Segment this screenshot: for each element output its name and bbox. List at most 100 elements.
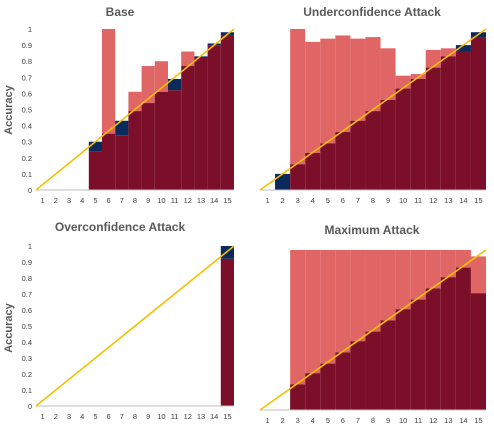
- accuracy-bar-8: [365, 111, 381, 190]
- x-tick-label: 12: [184, 196, 192, 205]
- accuracy-bar-9: [380, 99, 396, 190]
- x-tick-label: 9: [386, 416, 390, 425]
- x-tick-label: 15: [223, 196, 231, 205]
- gap-bar-6: [335, 35, 351, 133]
- x-tick-label: 8: [371, 416, 375, 425]
- accuracy-bar-9: [380, 320, 396, 410]
- y-tick-label: 0.9: [22, 41, 32, 50]
- accuracy-bar-7: [115, 135, 129, 190]
- y-tick-label: 0: [28, 402, 32, 411]
- x-tick-label: 2: [281, 196, 285, 205]
- accuracy-bar-12: [425, 288, 441, 410]
- x-tick-label: 1: [265, 196, 269, 205]
- gap-bar-3: [290, 29, 306, 165]
- accuracy-bar-13: [440, 56, 456, 191]
- gap-bar-12: [425, 250, 441, 289]
- x-tick-label: 5: [93, 196, 97, 205]
- accuracy-bar-8: [128, 111, 142, 190]
- x-tick-label: 5: [326, 416, 330, 425]
- x-tick-label: 5: [326, 196, 330, 205]
- y-tick-label: 0.5: [22, 106, 32, 115]
- gap-bar-7: [350, 38, 366, 121]
- overshoot-bar-14: [455, 45, 471, 52]
- x-tick-label: 14: [210, 196, 218, 205]
- x-tick-label: 15: [474, 196, 482, 205]
- accuracy-bar-4: [305, 373, 321, 410]
- diagonal-line: [35, 245, 235, 407]
- y-tick-label: 0.7: [22, 290, 32, 299]
- gap-bar-4: [305, 41, 321, 153]
- overshoot-bar-11: [168, 78, 182, 91]
- accuracy-bar-14: [207, 45, 221, 190]
- x-tick-label: 2: [281, 416, 285, 425]
- gap-bar-9: [141, 66, 155, 104]
- y-tick-label: 0: [28, 186, 32, 195]
- accuracy-bar-6: [335, 132, 351, 190]
- gap-bar-9: [380, 48, 396, 100]
- overshoot-bar-7: [115, 120, 129, 136]
- y-tick-label: 0.4: [22, 338, 32, 347]
- accuracy-bar-15: [470, 37, 486, 190]
- x-tick-label: 15: [474, 416, 482, 425]
- x-tick-label: 6: [107, 412, 111, 421]
- panel-title: Maximum Attack: [325, 223, 420, 237]
- panel-title: Overconfidence Attack: [55, 220, 186, 234]
- gap-bar-4: [305, 250, 321, 374]
- gap-bar-13: [440, 250, 456, 278]
- accuracy-bar-11: [168, 90, 182, 190]
- overshoot-bar-13: [194, 56, 208, 58]
- x-tick-label: 13: [444, 196, 452, 205]
- y-tick-label: 1: [28, 25, 32, 34]
- accuracy-bar-13: [440, 277, 456, 410]
- x-tick-label: 3: [296, 416, 300, 425]
- panel-title: Base: [106, 5, 135, 19]
- accuracy-bar-11: [410, 78, 426, 190]
- accuracy-bar-12: [425, 67, 441, 190]
- diagonal-line: [35, 28, 235, 191]
- gap-bar-5: [320, 250, 336, 364]
- x-tick-label: 10: [157, 412, 165, 421]
- y-tick-label: 0.8: [22, 274, 32, 283]
- y-tick-label: 0.8: [22, 57, 32, 66]
- y-axis-label: Accuracy: [3, 302, 15, 352]
- diagonal-line: [259, 28, 487, 191]
- panel-base: Base Accuracy 1 2 3 4 5 6 7 8 9 10 11 12 13 14 1500.10…: [3, 5, 235, 205]
- x-tick-label: 10: [399, 416, 407, 425]
- x-tick-label: 8: [133, 196, 137, 205]
- x-tick-label: 7: [120, 412, 124, 421]
- x-tick-label: 13: [197, 196, 205, 205]
- x-tick-label: 13: [444, 416, 452, 425]
- accuracy-bar-6: [102, 133, 116, 190]
- gap-bar-11: [410, 250, 426, 300]
- accuracy-bar-13: [194, 57, 208, 191]
- gap-bar-10: [395, 250, 411, 310]
- x-tick-label: 13: [197, 412, 205, 421]
- x-tick-label: 12: [429, 416, 437, 425]
- x-tick-label: 3: [67, 196, 71, 205]
- x-tick-label: 2: [54, 196, 58, 205]
- x-tick-label: 7: [120, 196, 124, 205]
- y-tick-label: 0.6: [22, 306, 32, 315]
- gap-bar-7: [350, 250, 366, 342]
- panel-underconfidence-attack: Underconfidence Attack 1 2 3 4 5 6 7 8 9 10 11 12 13…: [259, 5, 487, 205]
- accuracy-bar-4: [305, 152, 321, 190]
- x-tick-label: 9: [386, 196, 390, 205]
- accuracy-bar-10: [154, 91, 168, 190]
- y-axis-label: Accuracy: [3, 84, 15, 134]
- gap-bar-12: [181, 51, 195, 67]
- accuracy-bar-14: [455, 51, 471, 190]
- accuracy-bar-11: [410, 299, 426, 410]
- accuracy-bar-15: [470, 293, 486, 410]
- x-tick-label: 6: [341, 416, 345, 425]
- y-tick-label: 0.1: [22, 386, 32, 395]
- x-tick-label: 12: [184, 412, 192, 421]
- x-tick-label: 10: [157, 196, 165, 205]
- x-tick-label: 1: [41, 196, 45, 205]
- accuracy-bar-7: [350, 341, 366, 410]
- y-tick-label: 0.4: [22, 122, 32, 131]
- gap-bar-6: [335, 250, 351, 353]
- gap-bar-14: [455, 250, 471, 268]
- accuracy-bar-14: [455, 267, 471, 410]
